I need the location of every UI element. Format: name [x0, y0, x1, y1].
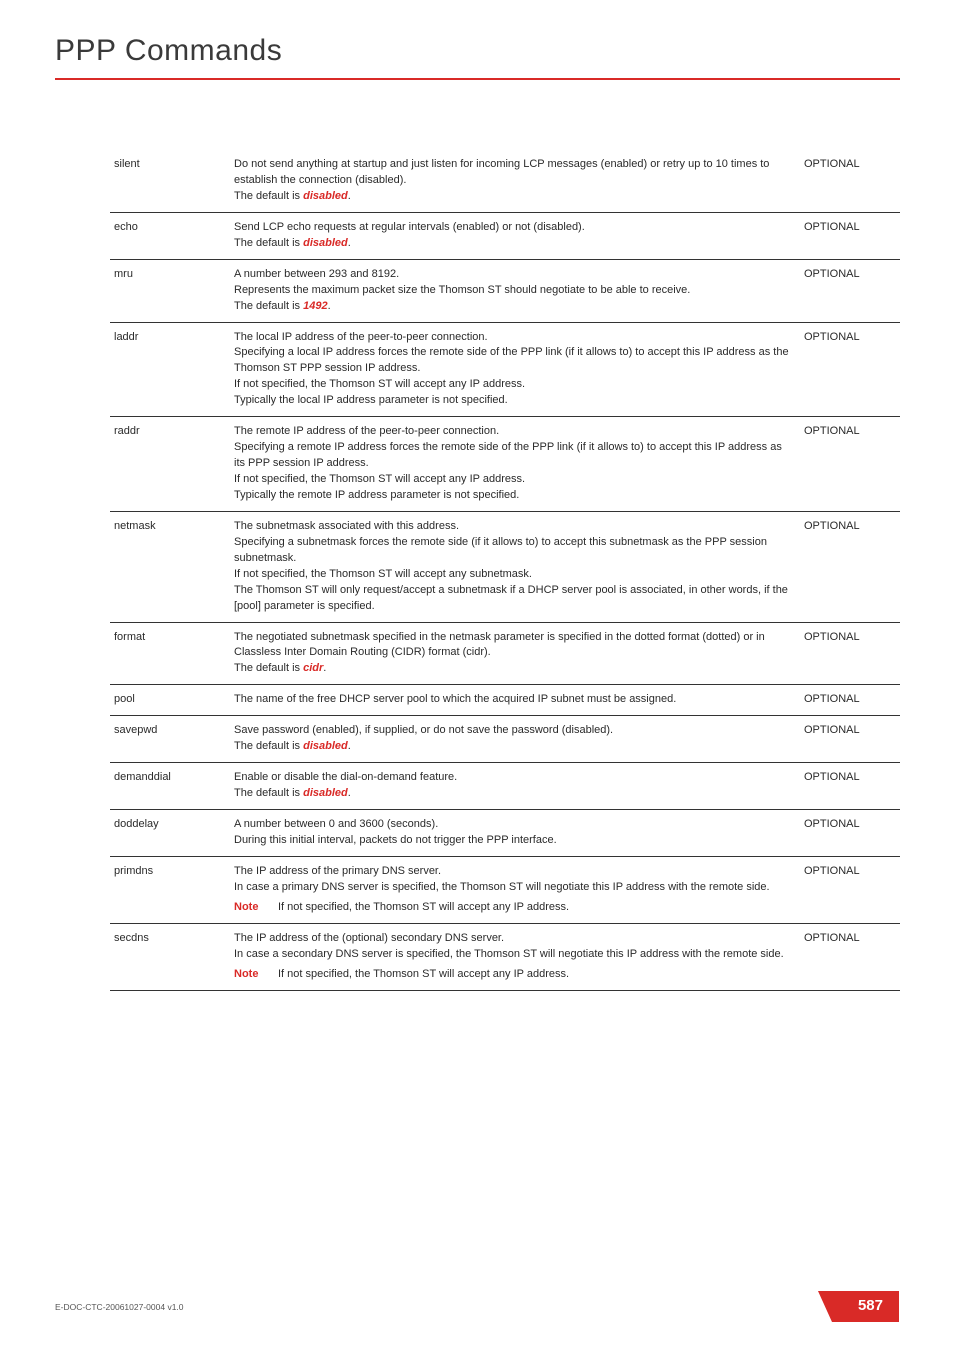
page-footer: E-DOC-CTC-20061027-0004 v1.0 587 [0, 1291, 954, 1350]
param-cell: format [110, 622, 230, 685]
param-cell: laddr [110, 322, 230, 417]
table-row: primdnsThe IP address of the primary DNS… [110, 856, 900, 923]
required-cell: OPTIONAL [800, 212, 900, 259]
param-cell: secdns [110, 923, 230, 990]
note-text: If not specified, the Thomson ST will ac… [278, 967, 569, 983]
desc-cell: The IP address of the primary DNS server… [230, 856, 800, 923]
desc-cell: A number between 0 and 3600 (seconds).Du… [230, 810, 800, 857]
required-cell: OPTIONAL [800, 856, 900, 923]
desc-cell: Do not send anything at startup and just… [230, 150, 800, 212]
desc-cell: Save password (enabled), if supplied, or… [230, 716, 800, 763]
table-row: savepwdSave password (enabled), if suppl… [110, 716, 900, 763]
desc-cell: Send LCP echo requests at regular interv… [230, 212, 800, 259]
required-cell: OPTIONAL [800, 685, 900, 716]
required-cell: OPTIONAL [800, 417, 900, 512]
page-title: PPP Commands [55, 34, 954, 68]
param-cell: doddelay [110, 810, 230, 857]
parameter-table-wrap: silentDo not send anything at startup an… [110, 150, 900, 991]
note-row: NoteIf not specified, the Thomson ST wil… [234, 967, 794, 983]
desc-cell: The remote IP address of the peer-to-pee… [230, 417, 800, 512]
page-number-badge: 587 [832, 1291, 899, 1322]
table-row: doddelayA number between 0 and 3600 (sec… [110, 810, 900, 857]
param-cell: primdns [110, 856, 230, 923]
table-row: echoSend LCP echo requests at regular in… [110, 212, 900, 259]
note-label: Note [234, 967, 278, 983]
param-cell: demanddial [110, 763, 230, 810]
table-row: silentDo not send anything at startup an… [110, 150, 900, 212]
param-cell: echo [110, 212, 230, 259]
table-row: formatThe negotiated subnetmask specifie… [110, 622, 900, 685]
required-cell: OPTIONAL [800, 511, 900, 622]
parameter-table: silentDo not send anything at startup an… [110, 150, 900, 991]
table-row: netmaskThe subnetmask associated with th… [110, 511, 900, 622]
table-row: laddrThe local IP address of the peer-to… [110, 322, 900, 417]
note-text: If not specified, the Thomson ST will ac… [278, 900, 569, 916]
doc-code: E-DOC-CTC-20061027-0004 v1.0 [55, 1302, 184, 1312]
required-cell: OPTIONAL [800, 810, 900, 857]
required-cell: OPTIONAL [800, 923, 900, 990]
param-cell: netmask [110, 511, 230, 622]
required-cell: OPTIONAL [800, 622, 900, 685]
required-cell: OPTIONAL [800, 763, 900, 810]
desc-cell: The local IP address of the peer-to-peer… [230, 322, 800, 417]
param-cell: savepwd [110, 716, 230, 763]
required-cell: OPTIONAL [800, 259, 900, 322]
param-cell: silent [110, 150, 230, 212]
table-row: demanddialEnable or disable the dial-on-… [110, 763, 900, 810]
table-row: poolThe name of the free DHCP server poo… [110, 685, 900, 716]
required-cell: OPTIONAL [800, 150, 900, 212]
desc-cell: The name of the free DHCP server pool to… [230, 685, 800, 716]
desc-cell: The negotiated subnetmask specified in t… [230, 622, 800, 685]
note-row: NoteIf not specified, the Thomson ST wil… [234, 900, 794, 916]
header-rule [55, 78, 900, 80]
table-row: mruA number between 293 and 8192.Represe… [110, 259, 900, 322]
required-cell: OPTIONAL [800, 716, 900, 763]
desc-cell: The subnetmask associated with this addr… [230, 511, 800, 622]
param-cell: mru [110, 259, 230, 322]
required-cell: OPTIONAL [800, 322, 900, 417]
param-cell: pool [110, 685, 230, 716]
param-cell: raddr [110, 417, 230, 512]
desc-cell: Enable or disable the dial-on-demand fea… [230, 763, 800, 810]
table-row: raddrThe remote IP address of the peer-t… [110, 417, 900, 512]
note-label: Note [234, 900, 278, 916]
page-header: PPP Commands [0, 0, 954, 80]
desc-cell: The IP address of the (optional) seconda… [230, 923, 800, 990]
desc-cell: A number between 293 and 8192.Represents… [230, 259, 800, 322]
table-row: secdnsThe IP address of the (optional) s… [110, 923, 900, 990]
